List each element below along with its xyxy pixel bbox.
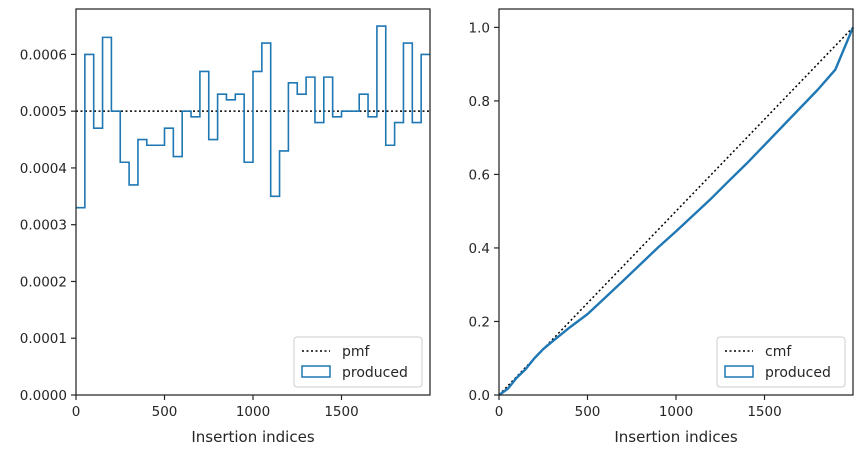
legend-box <box>716 336 846 388</box>
x-tick-label: 500 <box>152 404 178 420</box>
x-tick-label: 1500 <box>324 404 358 420</box>
y-tick-label: 0.0001 <box>20 331 67 347</box>
legend-cmf-label: cmf <box>765 344 792 360</box>
x-tick-label: 0 <box>495 404 504 420</box>
legend-box <box>293 336 423 388</box>
legend-produced-swatch <box>724 365 754 378</box>
y-tick-label: 0.0 <box>469 388 490 404</box>
y-tick-label: 0.0003 <box>20 218 67 234</box>
legend-produced-swatch <box>301 365 331 378</box>
x-tick-label: 500 <box>575 404 601 420</box>
y-tick-label: 0.0004 <box>20 161 67 177</box>
cmf-chart: 0 500 1000 1500 0.0 0.2 0.4 0.6 0.8 1.0 Insertion… <box>469 8 855 446</box>
x-tick-label: 1000 <box>236 404 270 420</box>
produced-cumulative-line <box>498 26 855 396</box>
produced-step-line <box>76 25 430 209</box>
pmf-chart-legend: pmf produced <box>293 336 423 388</box>
legend-pmf-label: pmf <box>342 344 371 360</box>
y-tick-label: 0.0006 <box>20 47 67 63</box>
y-tick-label: 0.0002 <box>20 274 67 290</box>
y-tick-label: 0.2 <box>469 314 490 330</box>
legend-produced-label: produced <box>342 365 408 381</box>
cmf-chart-xlabel: Insertion indices <box>614 428 737 446</box>
cmf-chart-legend: cmf produced <box>716 336 846 388</box>
y-tick-label: 0.4 <box>469 241 490 257</box>
x-tick-label: 1500 <box>747 404 781 420</box>
legend-produced-label: produced <box>765 365 831 381</box>
y-tick-label: 0.8 <box>469 94 490 110</box>
x-tick-label: 0 <box>72 404 81 420</box>
y-tick-label: 0.6 <box>469 167 490 183</box>
y-tick-label: 0.0005 <box>20 104 67 120</box>
y-tick-label: 1.0 <box>469 20 490 36</box>
pmf-chart: 0 500 1000 1500 0.0000 0.0001 0.0002 0.0003 0.00… <box>20 8 431 446</box>
pmf-chart-xlabel: Insertion indices <box>191 428 314 446</box>
y-tick-label: 0.0000 <box>20 388 67 404</box>
x-tick-label: 1000 <box>659 404 693 420</box>
